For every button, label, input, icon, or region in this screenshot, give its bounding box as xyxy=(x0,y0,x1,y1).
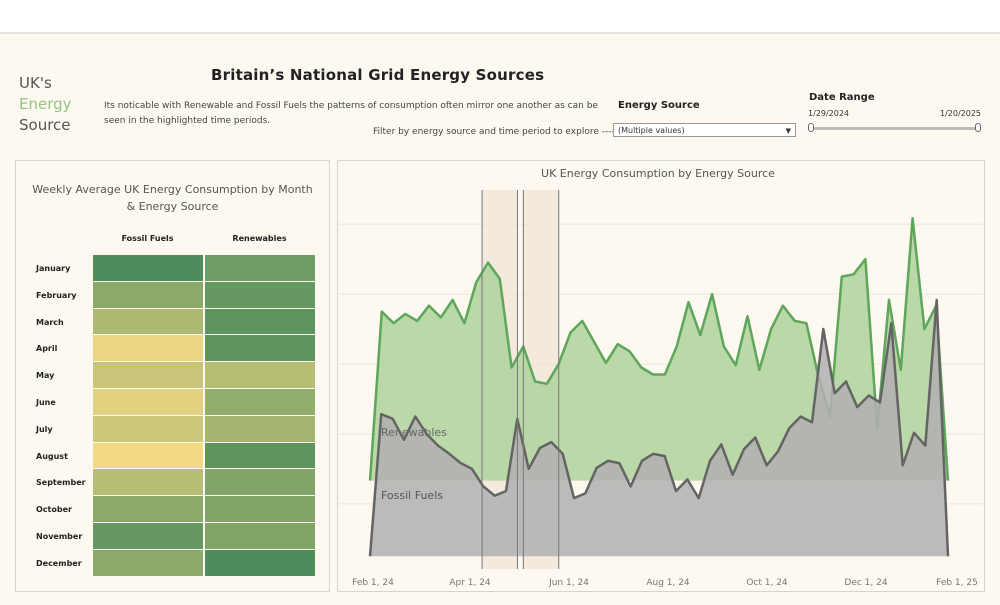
heatmap-row-label: January xyxy=(36,264,71,273)
heatmap-row-label: March xyxy=(36,317,64,327)
description-text: Its noticable with Renewable and Fossil … xyxy=(104,101,598,126)
energy-source-label: Energy Source xyxy=(618,100,700,111)
heatmap-cell[interactable] xyxy=(205,362,315,388)
heatmap-row-label: August xyxy=(36,451,68,461)
heatmap-title: Weekly Average UK Energy Consumption by … xyxy=(32,183,313,213)
area-chart-title: UK Energy Consumption by Energy Source xyxy=(541,167,775,180)
heatmap-row-label: February xyxy=(36,290,77,300)
heatmap-cell[interactable] xyxy=(93,281,203,308)
heatmap-cell[interactable] xyxy=(205,255,315,281)
heatmap-row-label: July xyxy=(36,424,53,434)
heatmap-cell[interactable] xyxy=(93,549,203,576)
heatmap-cell[interactable] xyxy=(93,496,203,522)
energy-source-dropdown[interactable]: (Multiple values) ▼ xyxy=(613,123,796,137)
page-title: Britain’s National Grid Energy Sources xyxy=(211,66,545,84)
series-label-fossil-fuels: Fossil Fuels xyxy=(381,489,443,502)
heatmap-cell[interactable] xyxy=(205,389,315,415)
date-range-end: 1/20/2025 xyxy=(940,109,982,118)
x-tick-label: Feb 1, 25 xyxy=(936,578,978,588)
x-tick-label: Aug 1, 24 xyxy=(646,578,690,588)
heatmap-cell[interactable] xyxy=(205,523,315,549)
series-area-renewables xyxy=(370,218,948,481)
x-tick-label: Jun 1, 24 xyxy=(548,578,589,588)
heatmap-cell[interactable] xyxy=(93,389,203,415)
heatmap-cell[interactable] xyxy=(93,255,203,281)
brand-line-2: Energy xyxy=(19,95,72,113)
heatmap-cell[interactable] xyxy=(205,415,315,442)
x-tick-label: Feb 1, 24 xyxy=(352,578,394,588)
date-range-end-handle[interactable] xyxy=(975,123,981,132)
brand-logo-text: UK's Energy Source xyxy=(19,73,72,136)
series-area-fossil-fuels xyxy=(370,299,948,557)
brand-line-3: Source xyxy=(19,116,71,134)
heatmap-cell[interactable] xyxy=(205,469,315,496)
heatmap-row-label: June xyxy=(36,398,56,407)
heatmap-col-fossil: Fossil Fuels xyxy=(121,234,174,243)
heatmap-cell[interactable] xyxy=(205,281,315,308)
heatmap-cell[interactable] xyxy=(205,335,315,362)
heatmap-cell[interactable] xyxy=(93,415,203,442)
heatmap-row-label: October xyxy=(36,505,72,515)
heatmap-row-label: May xyxy=(36,371,55,381)
heatmap-cell[interactable] xyxy=(93,362,203,388)
top-bar xyxy=(0,0,1000,34)
heatmap-cell[interactable] xyxy=(205,496,315,522)
heatmap-cell[interactable] xyxy=(93,335,203,362)
filter-hint: Filter by energy source and time period … xyxy=(373,127,623,137)
heatmap-cell[interactable] xyxy=(93,308,203,335)
date-range-start-handle[interactable] xyxy=(808,123,814,132)
date-range-label: Date Range xyxy=(809,92,875,103)
heatmap-row-label: April xyxy=(36,344,58,354)
heatmap-row-label: September xyxy=(36,478,86,488)
heatmap-cell[interactable] xyxy=(205,308,315,335)
chevron-down-icon: ▼ xyxy=(785,127,791,135)
heatmap-cell[interactable] xyxy=(93,469,203,496)
heatmap-col-renewables: Renewables xyxy=(232,234,287,243)
series-label-renewables: Renewables xyxy=(381,426,447,439)
series-line-renewables xyxy=(368,217,950,481)
heatmap-cell[interactable] xyxy=(93,442,203,469)
x-tick-label: Dec 1, 24 xyxy=(844,578,887,588)
heatmap-cell[interactable] xyxy=(93,523,203,549)
heatmap-cell[interactable] xyxy=(205,549,315,576)
energy-source-value: (Multiple values) xyxy=(618,126,685,135)
heatmap-cell[interactable] xyxy=(205,442,315,469)
series-line-fossil-fuels xyxy=(368,298,950,557)
x-tick-label: Apr 1, 24 xyxy=(449,578,491,588)
date-range-slider-track[interactable] xyxy=(811,127,979,130)
heatmap-row-label: December xyxy=(36,558,82,568)
x-tick-label: Oct 1, 24 xyxy=(746,578,788,588)
brand-line-1: UK's xyxy=(19,74,52,92)
heatmap-row-label: November xyxy=(36,532,83,541)
date-range-start: 1/29/2024 xyxy=(808,109,850,118)
